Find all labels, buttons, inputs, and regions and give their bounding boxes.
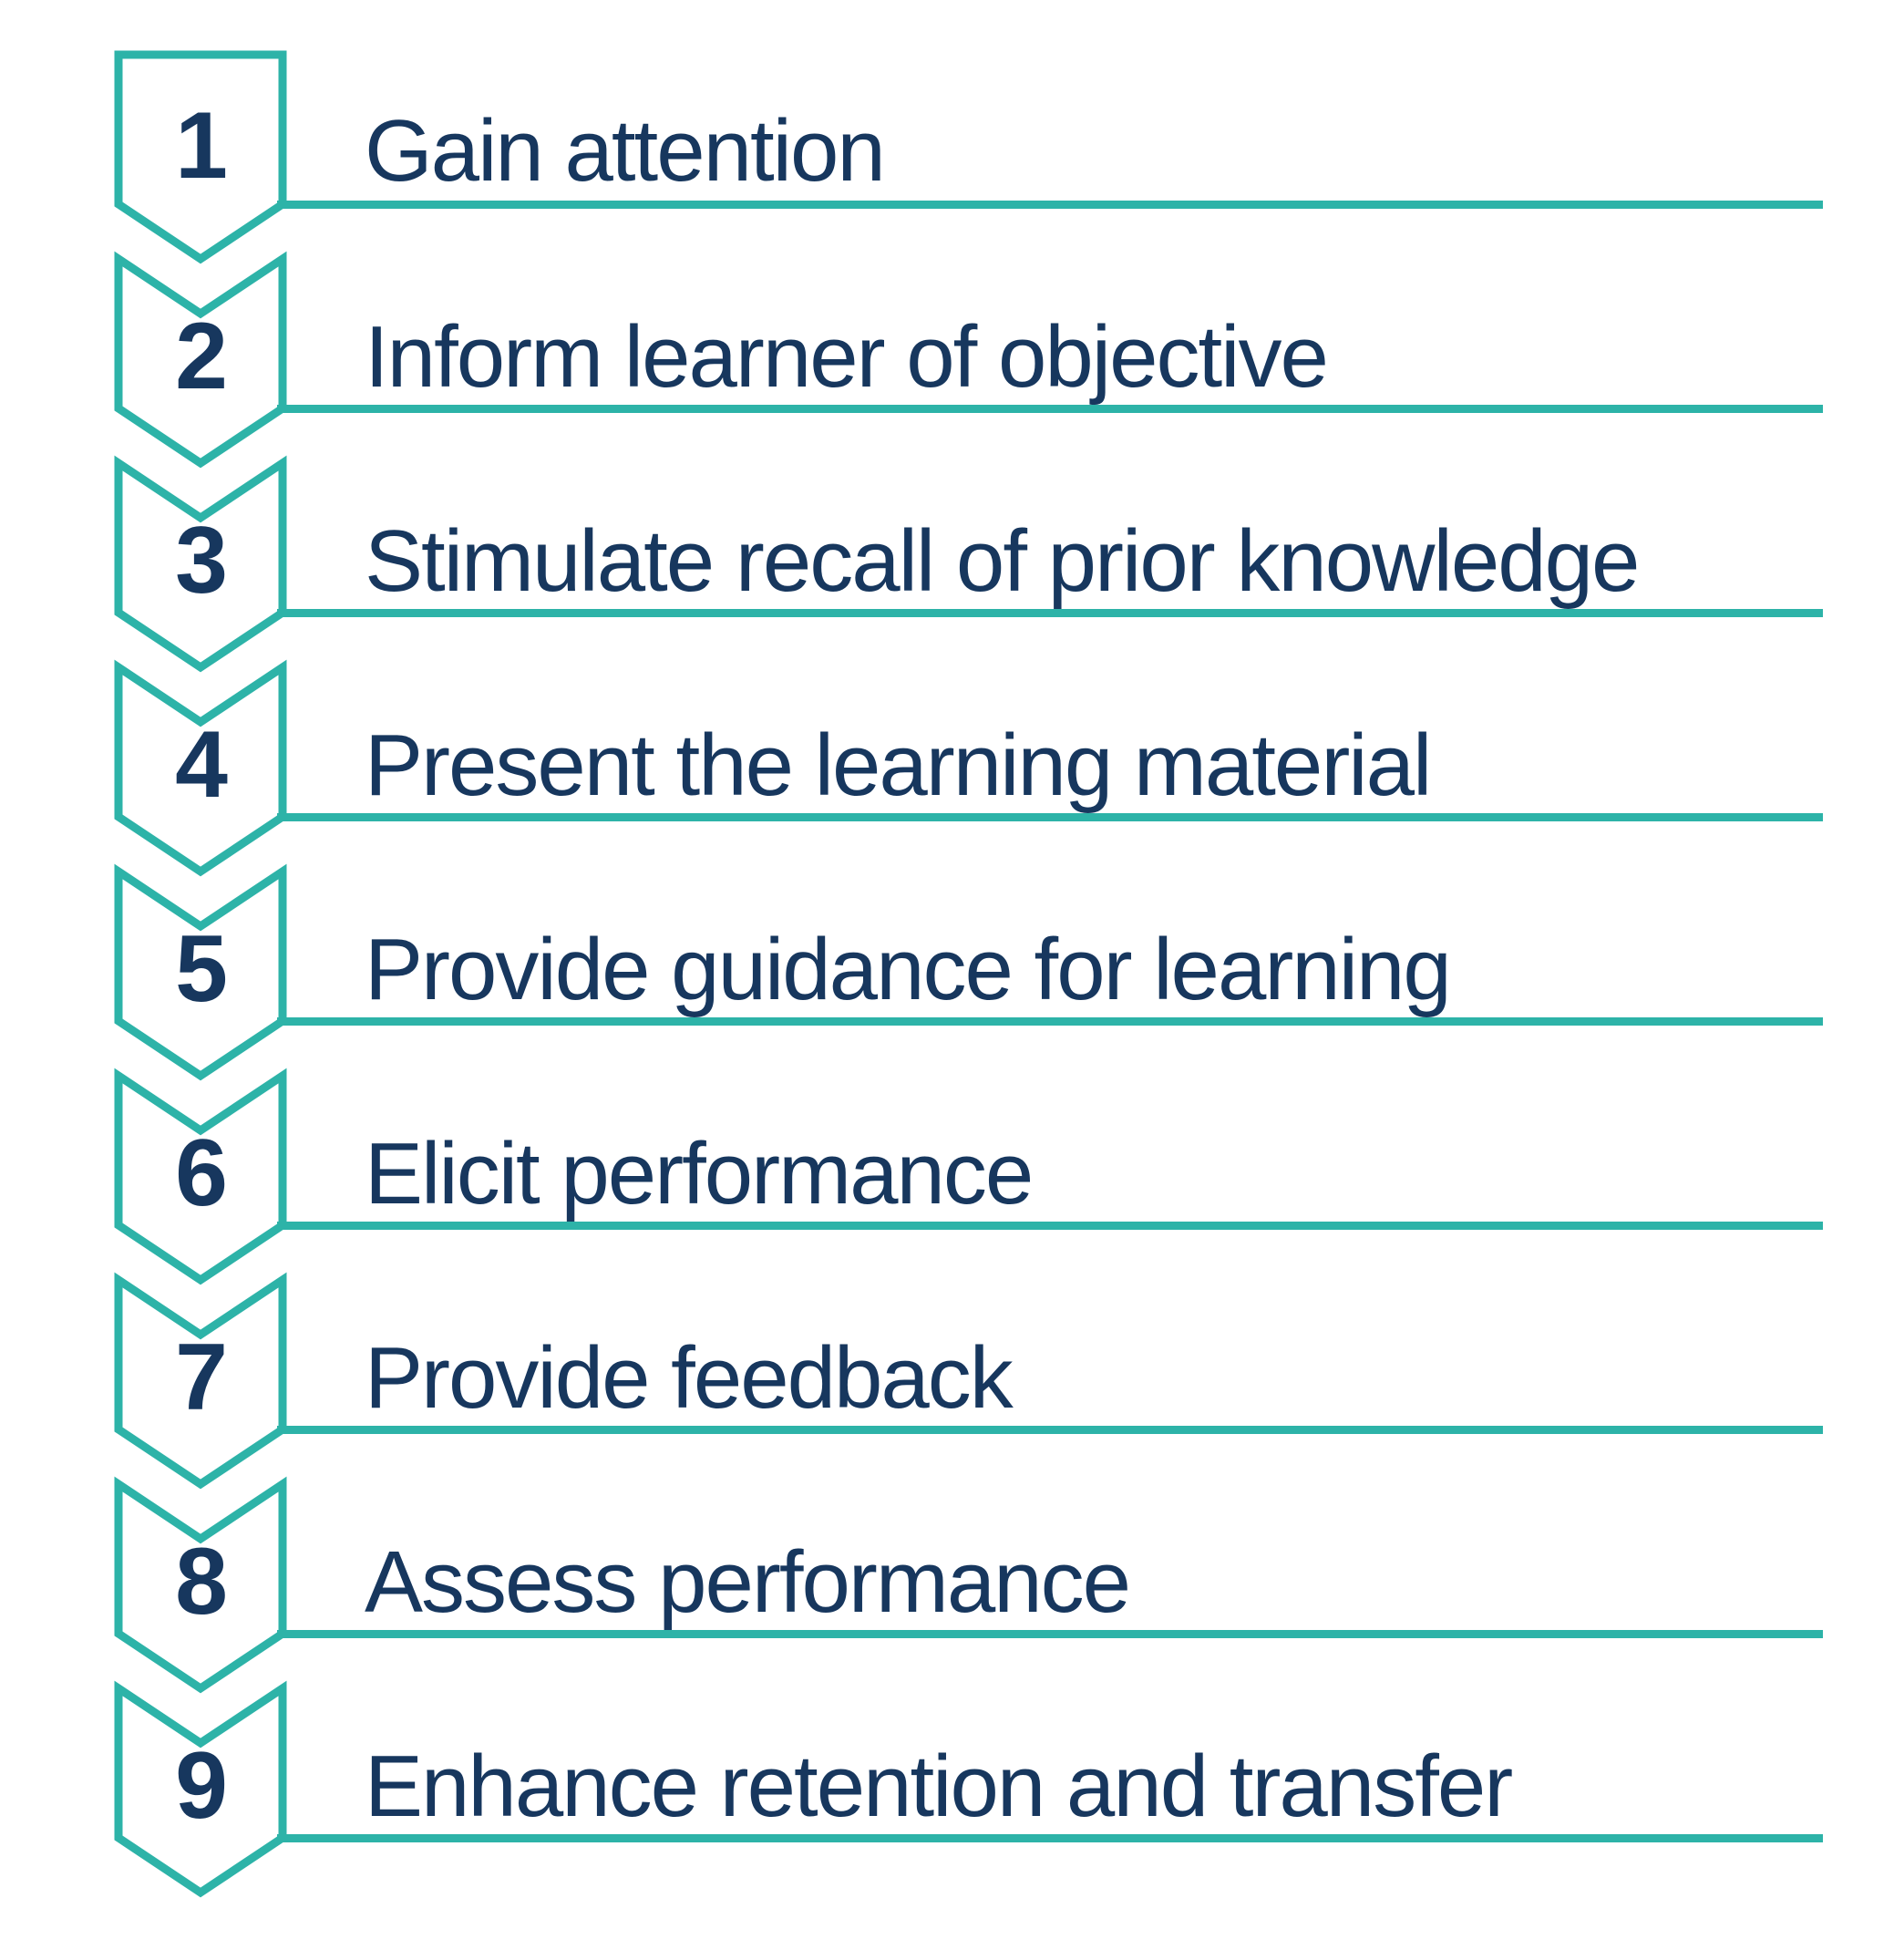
nine-events-diagram: 1 Gain attention 2 Inform learner of object…: [0, 0, 1894, 1960]
row-underline: [277, 609, 1823, 617]
step-label: Inform learner of objective: [365, 314, 1327, 401]
step-label: Assess performance: [365, 1539, 1129, 1626]
step-number: 8: [118, 1534, 283, 1629]
step-label: Stimulate recall of prior knowledge: [365, 518, 1638, 605]
step-label: Enhance retention and transfer: [365, 1743, 1511, 1831]
step-number: 1: [118, 98, 283, 193]
row-underline: [277, 1222, 1823, 1230]
row-underline: [277, 201, 1823, 209]
row-underline: [277, 1630, 1823, 1638]
step-number: 3: [118, 513, 283, 608]
step-number: 6: [118, 1126, 283, 1221]
row-underline: [277, 405, 1823, 413]
step-number: 5: [118, 922, 283, 1016]
row-underline: [277, 1017, 1823, 1026]
step-label: Provide feedback: [365, 1335, 1012, 1422]
row-underline: [277, 1426, 1823, 1434]
step-number: 9: [118, 1738, 283, 1833]
step-number: 4: [118, 717, 283, 812]
step-label: Present the learning material: [365, 722, 1430, 810]
step-number: 2: [118, 309, 283, 404]
step-label: Gain attention: [365, 108, 884, 195]
step-number: 7: [118, 1330, 283, 1425]
step-label: Provide guidance for learning: [365, 926, 1450, 1014]
row-underline: [277, 813, 1823, 821]
step-label: Elicit performance: [365, 1130, 1032, 1218]
row-underline: [277, 1834, 1823, 1842]
